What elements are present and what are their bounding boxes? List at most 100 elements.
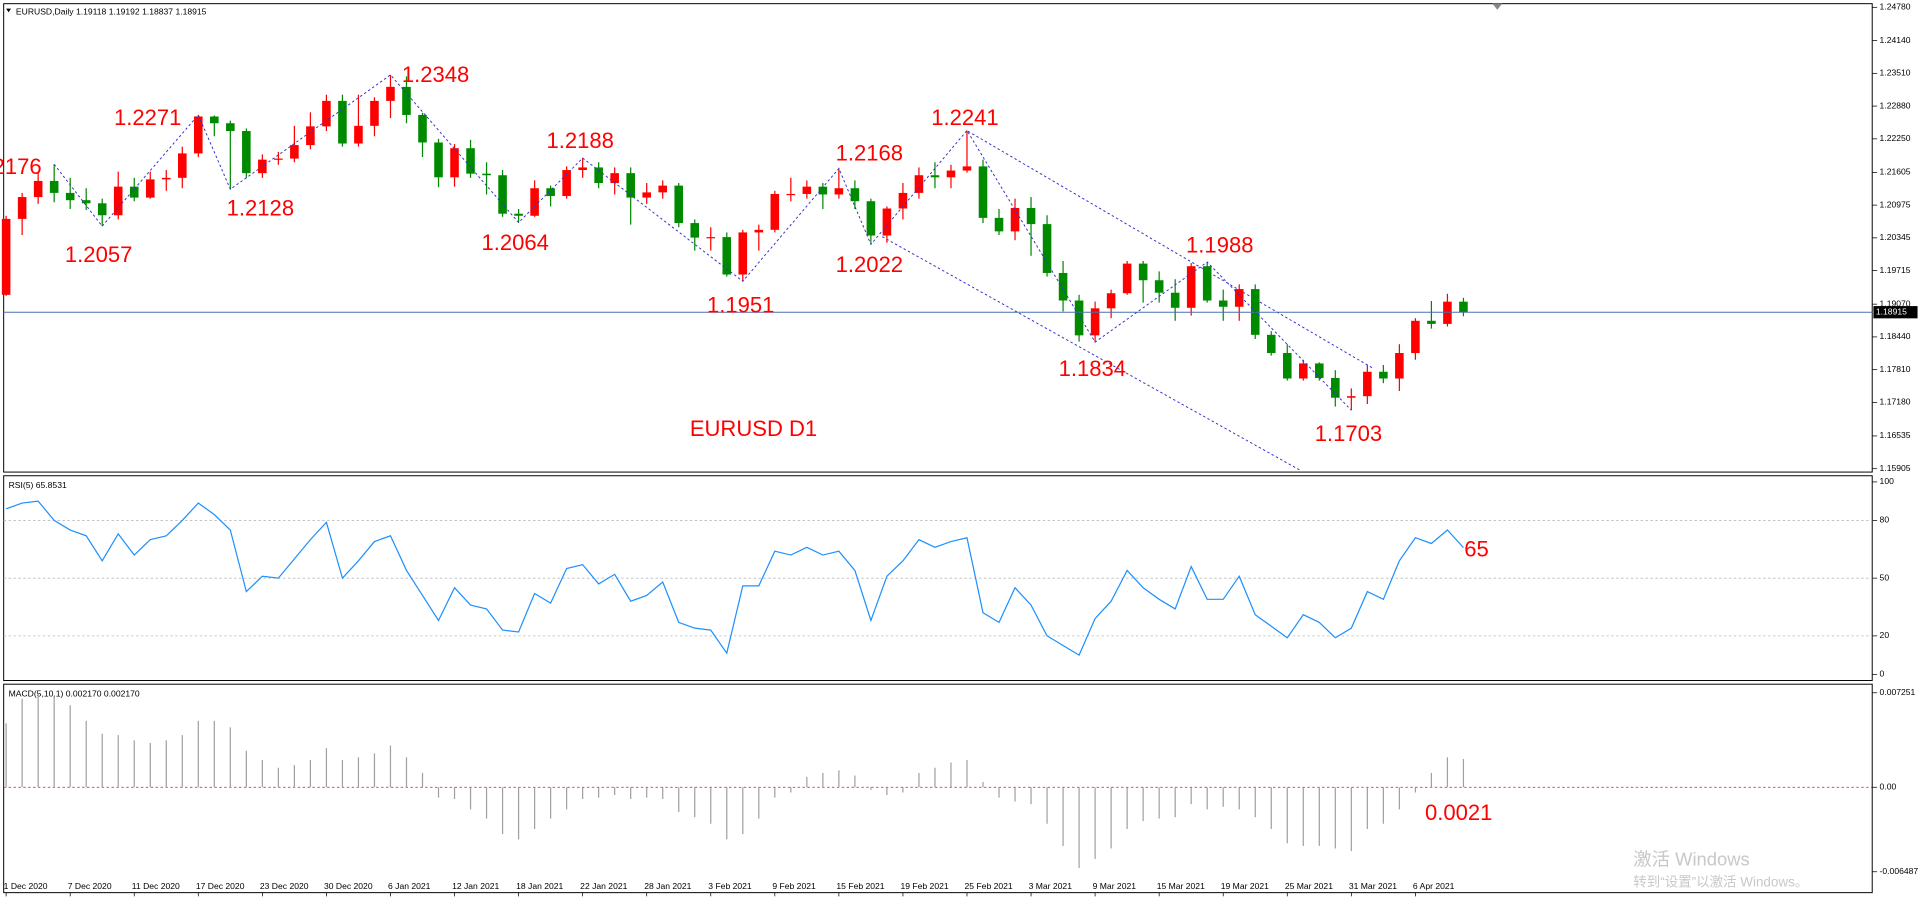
candle-body bbox=[226, 123, 235, 132]
candle-body bbox=[610, 173, 619, 184]
candle-body bbox=[578, 167, 587, 171]
y-tick-label: 1.20345 bbox=[1880, 232, 1911, 242]
zigzag-label: 1.2348 bbox=[402, 62, 469, 87]
x-tick-label: 3 Mar 2021 bbox=[1029, 881, 1073, 891]
candle-body bbox=[1459, 301, 1468, 313]
candle-body bbox=[994, 217, 1004, 232]
candle-body bbox=[1186, 266, 1196, 308]
candle-body bbox=[242, 131, 251, 174]
zigzag-label: 1.1988 bbox=[1186, 232, 1253, 257]
scroll-marker bbox=[1492, 3, 1503, 10]
zigzag-label: 1.2064 bbox=[482, 230, 549, 255]
zigzag-label: 1.2176 bbox=[0, 154, 42, 179]
candle-body bbox=[514, 213, 523, 216]
candle-body bbox=[97, 203, 107, 216]
candle-body bbox=[1074, 300, 1084, 336]
x-tick-label: 17 Dec 2020 bbox=[196, 881, 245, 891]
candle-body bbox=[770, 193, 780, 230]
y-tick-label: 1.21605 bbox=[1880, 167, 1911, 177]
x-tick-label: 9 Mar 2021 bbox=[1093, 881, 1137, 891]
candle-body bbox=[1266, 334, 1276, 354]
candle-body bbox=[546, 188, 555, 197]
candle-body bbox=[594, 167, 603, 184]
candle-body bbox=[1282, 353, 1292, 379]
y-tick-label: 1.19715 bbox=[1880, 265, 1911, 275]
zigzag-label: 1.2022 bbox=[836, 252, 903, 277]
candle-body bbox=[338, 100, 347, 144]
candle-body bbox=[129, 186, 139, 198]
y-tick-label: 0 bbox=[1880, 669, 1885, 679]
candle-body bbox=[1010, 207, 1020, 232]
candle-body bbox=[17, 197, 27, 219]
candle-body bbox=[1379, 371, 1388, 379]
candle-body bbox=[850, 188, 860, 202]
watermark: 转到“设置”以激活 Windows。 bbox=[1633, 874, 1808, 889]
y-tick-label: 50 bbox=[1880, 572, 1890, 582]
candle-body bbox=[466, 148, 475, 174]
candle-body bbox=[706, 237, 716, 239]
x-tick-label: 9 Feb 2021 bbox=[772, 881, 816, 891]
candle-body bbox=[658, 185, 668, 193]
y-tick-label: 1.22880 bbox=[1880, 100, 1911, 110]
candle-body bbox=[1170, 292, 1180, 308]
macd-note: 0.0021 bbox=[1425, 800, 1492, 825]
x-tick-label: 15 Mar 2021 bbox=[1157, 881, 1205, 891]
candle-body bbox=[81, 200, 91, 204]
candle-body bbox=[674, 185, 684, 224]
chart-title: EURUSD,Daily 1.19118 1.19192 1.18837 1.1… bbox=[16, 7, 207, 17]
candle-body bbox=[354, 125, 363, 144]
candle-body bbox=[786, 193, 796, 196]
x-tick-label: 30 Dec 2020 bbox=[324, 881, 373, 891]
x-tick-label: 19 Feb 2021 bbox=[900, 881, 948, 891]
candle-body bbox=[1298, 363, 1308, 379]
candle-body bbox=[1218, 300, 1228, 307]
candle-body bbox=[402, 86, 411, 115]
candle-body bbox=[290, 145, 299, 159]
y-tick-label: 1.17810 bbox=[1880, 364, 1911, 374]
y-tick-label: 80 bbox=[1880, 515, 1890, 525]
menu-arrow bbox=[6, 8, 12, 13]
candle-body bbox=[1090, 308, 1100, 336]
candle-body bbox=[866, 201, 876, 236]
candle-body bbox=[386, 86, 395, 101]
candle-body bbox=[1202, 266, 1212, 301]
x-tick-label: 22 Jan 2021 bbox=[580, 881, 627, 891]
candle-body bbox=[1042, 224, 1052, 273]
zigzag-label: 1.2241 bbox=[931, 105, 998, 130]
candle-body bbox=[930, 175, 940, 178]
candle-body bbox=[210, 116, 219, 124]
y-tick-label: 1.24140 bbox=[1880, 35, 1911, 45]
candle-body bbox=[722, 237, 732, 275]
candle-body bbox=[738, 232, 748, 275]
candle-body bbox=[482, 173, 491, 176]
x-tick-label: 11 Dec 2020 bbox=[132, 881, 180, 891]
candle-body bbox=[1, 218, 11, 295]
rsi-line bbox=[5, 500, 1464, 656]
candle-body bbox=[418, 114, 427, 143]
zigzag-label: 1.1703 bbox=[1315, 421, 1382, 446]
candle-body bbox=[1026, 207, 1036, 225]
candle-body bbox=[834, 188, 844, 195]
zigzag-label: 1.1951 bbox=[707, 292, 774, 317]
candle-body bbox=[562, 170, 571, 197]
current-price-label: 1.18915 bbox=[1876, 306, 1907, 316]
zigzag-label: 1.2271 bbox=[114, 105, 181, 130]
zigzag-label: 1.2168 bbox=[836, 140, 903, 165]
y-tick-label: -0.006487 bbox=[1880, 866, 1919, 876]
x-tick-label: 7 Dec 2020 bbox=[68, 881, 112, 891]
watermark: 激活 Windows bbox=[1633, 849, 1749, 870]
y-tick-label: 20 bbox=[1880, 630, 1890, 640]
x-tick-label: 19 Mar 2021 bbox=[1221, 881, 1269, 891]
candle-body bbox=[914, 175, 924, 193]
rsi-title: RSI(5) 65.8531 bbox=[9, 480, 67, 490]
rsi-note: 65 bbox=[1464, 536, 1489, 561]
candle-body bbox=[962, 166, 972, 171]
candle-body bbox=[33, 180, 43, 198]
y-tick-label: 1.22250 bbox=[1880, 133, 1911, 143]
candle-body bbox=[1443, 301, 1452, 324]
candle-body bbox=[1427, 320, 1436, 324]
y-tick-label: 100 bbox=[1880, 476, 1895, 486]
